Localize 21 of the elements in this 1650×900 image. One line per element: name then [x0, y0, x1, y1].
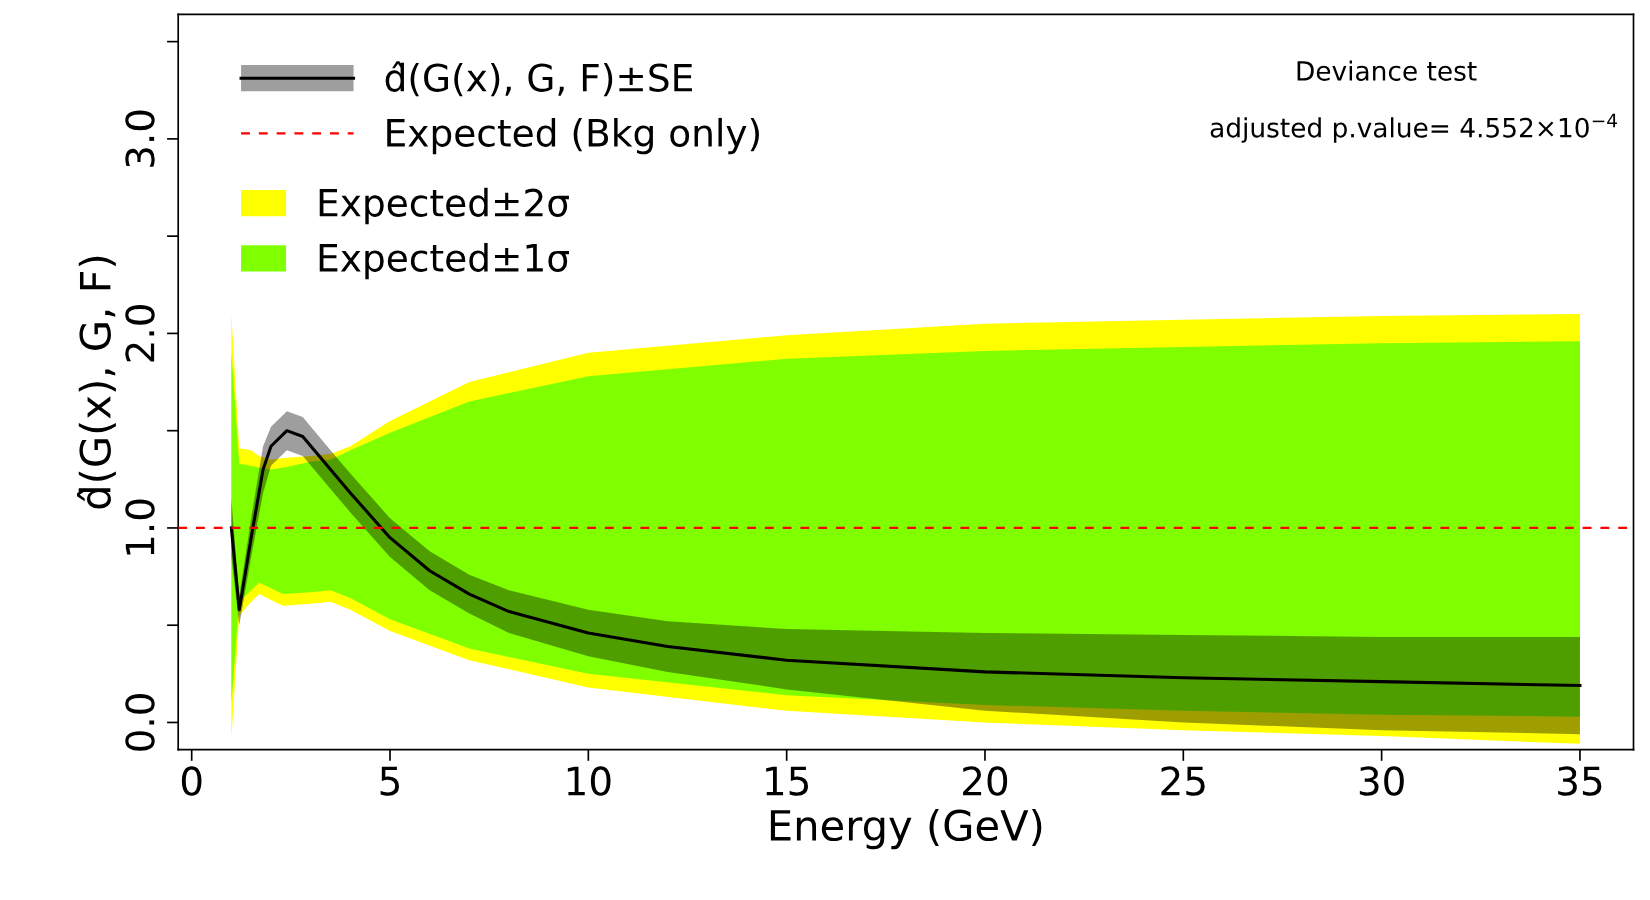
annotation: Deviance test [1297, 60, 1477, 81]
x-tick-label: 35 [1558, 766, 1602, 796]
line-series [229, 429, 1582, 688]
legend-label: d̂(G(x), G, F)±SE [385, 61, 692, 97]
legend-label: Expected±2σ [319, 187, 569, 225]
y-tick-label: 2.0 [125, 305, 155, 362]
x-tick-label: 30 [1359, 766, 1404, 796]
legend-label: Expected±1σ [319, 242, 569, 280]
y-tick-label: 3.0 [125, 110, 155, 167]
x-tick-label: 25 [1161, 766, 1205, 796]
x-tick-label: 0 [181, 766, 202, 796]
legend-label: Expected (Bkg only) [387, 117, 759, 155]
y-tick-label: 1.0 [125, 499, 155, 555]
x-axis-title: Energy (GeV) [770, 808, 1042, 850]
y-axis-title: d̂(G(x), G, F) [77, 256, 116, 509]
x-tick-label: 20 [963, 766, 1008, 796]
x-tick-label: 10 [567, 766, 611, 796]
annotation: adjusted p.value= 4.552×10$^{−4}$ [1210, 113, 1617, 143]
x-tick-label: 15 [766, 766, 808, 796]
y-tick-label: 0.0 [125, 694, 155, 751]
x-tick-label: 5 [380, 766, 399, 796]
